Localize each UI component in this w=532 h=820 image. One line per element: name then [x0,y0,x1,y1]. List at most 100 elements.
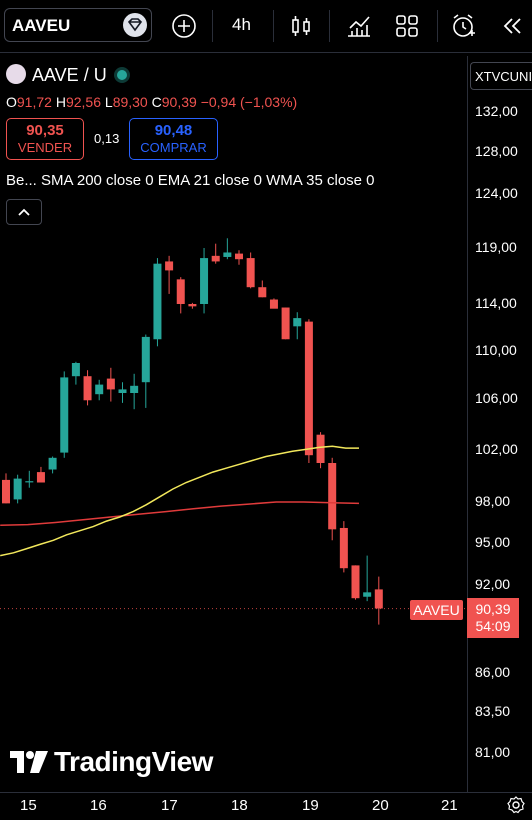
top-toolbar: AAVEU 4h [0,0,532,53]
candle-body [269,299,278,309]
price-tick-label: 132,00 [475,103,518,119]
high-value: 92,56 [65,94,101,110]
indicators-icon[interactable] [345,12,373,40]
open-value: 91,72 [16,94,52,110]
symbol-legend: AAVE / U [6,64,127,86]
ohlc-legend: O91,72 H92,56 L89,30 C90,39 −0,94 (−1,03… [6,94,297,110]
price-chart[interactable] [0,56,467,792]
sell-label: VENDER [17,140,73,155]
low-label: L [104,94,113,110]
tradingview-mark-icon [10,751,48,773]
toolbar-separator [273,10,274,42]
candle-body [36,472,45,483]
price-tick-label: 81,00 [475,744,511,760]
candle-body [304,321,313,456]
symbol-search-box[interactable]: AAVEU [4,8,152,42]
candle-body [211,255,220,262]
low-value: 89,30 [112,94,148,110]
candle-body [235,253,243,260]
price-tick-label: 102,00 [475,441,518,457]
candle-body [2,479,10,504]
candle-body [188,304,197,307]
collapse-legend-button[interactable] [6,199,42,225]
axis-currency-label[interactable]: XTVCUNI [470,62,532,90]
candle-body [363,592,372,597]
high-label: H [55,94,66,110]
candle-body [13,478,22,500]
time-tick-label: 21 [441,797,458,814]
sell-button[interactable]: 90,35 VENDER [6,118,84,160]
price-axis[interactable] [467,56,532,792]
price-tick-label: 83,50 [475,703,511,719]
candle-body [246,258,255,288]
last-price-value: 90,39 [475,601,511,617]
symbol-text[interactable]: AAVEU [12,16,71,35]
layout-grid-icon[interactable] [393,12,421,40]
time-tick-label: 20 [372,797,389,814]
buy-button[interactable]: 90,48 COMPRAR [129,118,218,160]
candle-body [71,363,80,377]
sma-200-line [0,501,360,526]
open-label: O [6,94,17,110]
time-tick-label: 18 [231,797,248,814]
price-tick-label: 128,00 [475,143,518,159]
candle-body [153,263,162,340]
candle-body [200,258,209,304]
candle-body [293,318,302,327]
candle-body [258,287,267,298]
settings-gear-icon[interactable] [506,795,526,815]
candle-body [25,481,34,483]
candle-body [165,261,174,271]
buy-label: COMPRAR [140,140,207,155]
time-axis[interactable] [0,792,532,816]
buy-price: 90,48 [154,122,193,139]
candle-body [351,565,360,599]
candle-body [83,376,92,401]
close-value: 90,39 [161,94,197,110]
last-price-tag: 90,39 54:09 [467,598,519,638]
candle-body [130,385,139,393]
candle-body [316,434,325,463]
price-tick-label: 86,00 [475,664,511,680]
price-tick-label: 110,00 [475,342,517,358]
candle-body [374,589,383,609]
spread-value: 0,13 [94,131,120,146]
sell-price: 90,35 [26,122,64,139]
price-tick-label: 106,00 [475,390,518,406]
price-tick-label: 124,00 [475,185,518,201]
indicators-legend[interactable]: Be... SMA 200 close 0 EMA 21 close 0 WMA… [6,172,375,189]
candles-icon[interactable] [287,12,315,40]
tradingview-logo: TradingView [10,746,213,778]
candle-body [48,457,57,470]
candle-body [118,389,127,393]
price-tick-label: 98,00 [475,493,511,509]
toolbar-separator [212,10,213,42]
market-open-icon [116,70,127,80]
aave-logo-icon [6,64,26,84]
candle-body [281,307,290,340]
chevron-up-icon [18,208,30,216]
candle-body [106,378,115,390]
tradingview-logo-text: TradingView [54,746,213,777]
toolbar-separator [437,10,438,42]
rewind-icon[interactable] [498,12,526,40]
candle-body [141,336,150,383]
alert-clock-icon[interactable] [450,12,478,40]
toolbar-separator [329,10,330,42]
candle-body [95,384,104,395]
price-tick-label: 92,00 [475,576,511,592]
time-tick-label: 17 [161,797,178,814]
symbol-legend-text: AAVE / U [32,65,107,85]
interval-button[interactable]: 4h [232,15,251,34]
add-compare-icon[interactable] [170,12,198,40]
candle-body [339,527,348,569]
change-value: −0,94 (−1,03%) [200,94,298,110]
bar-countdown: 54:09 [475,618,511,634]
time-tick-label: 19 [302,797,319,814]
diamond-icon[interactable] [123,13,147,37]
ema-21-line [0,445,359,557]
price-tick-label: 119,00 [475,239,517,255]
candle-body [223,252,232,257]
price-tick-label: 95,00 [475,534,511,550]
candle-body [176,279,185,304]
